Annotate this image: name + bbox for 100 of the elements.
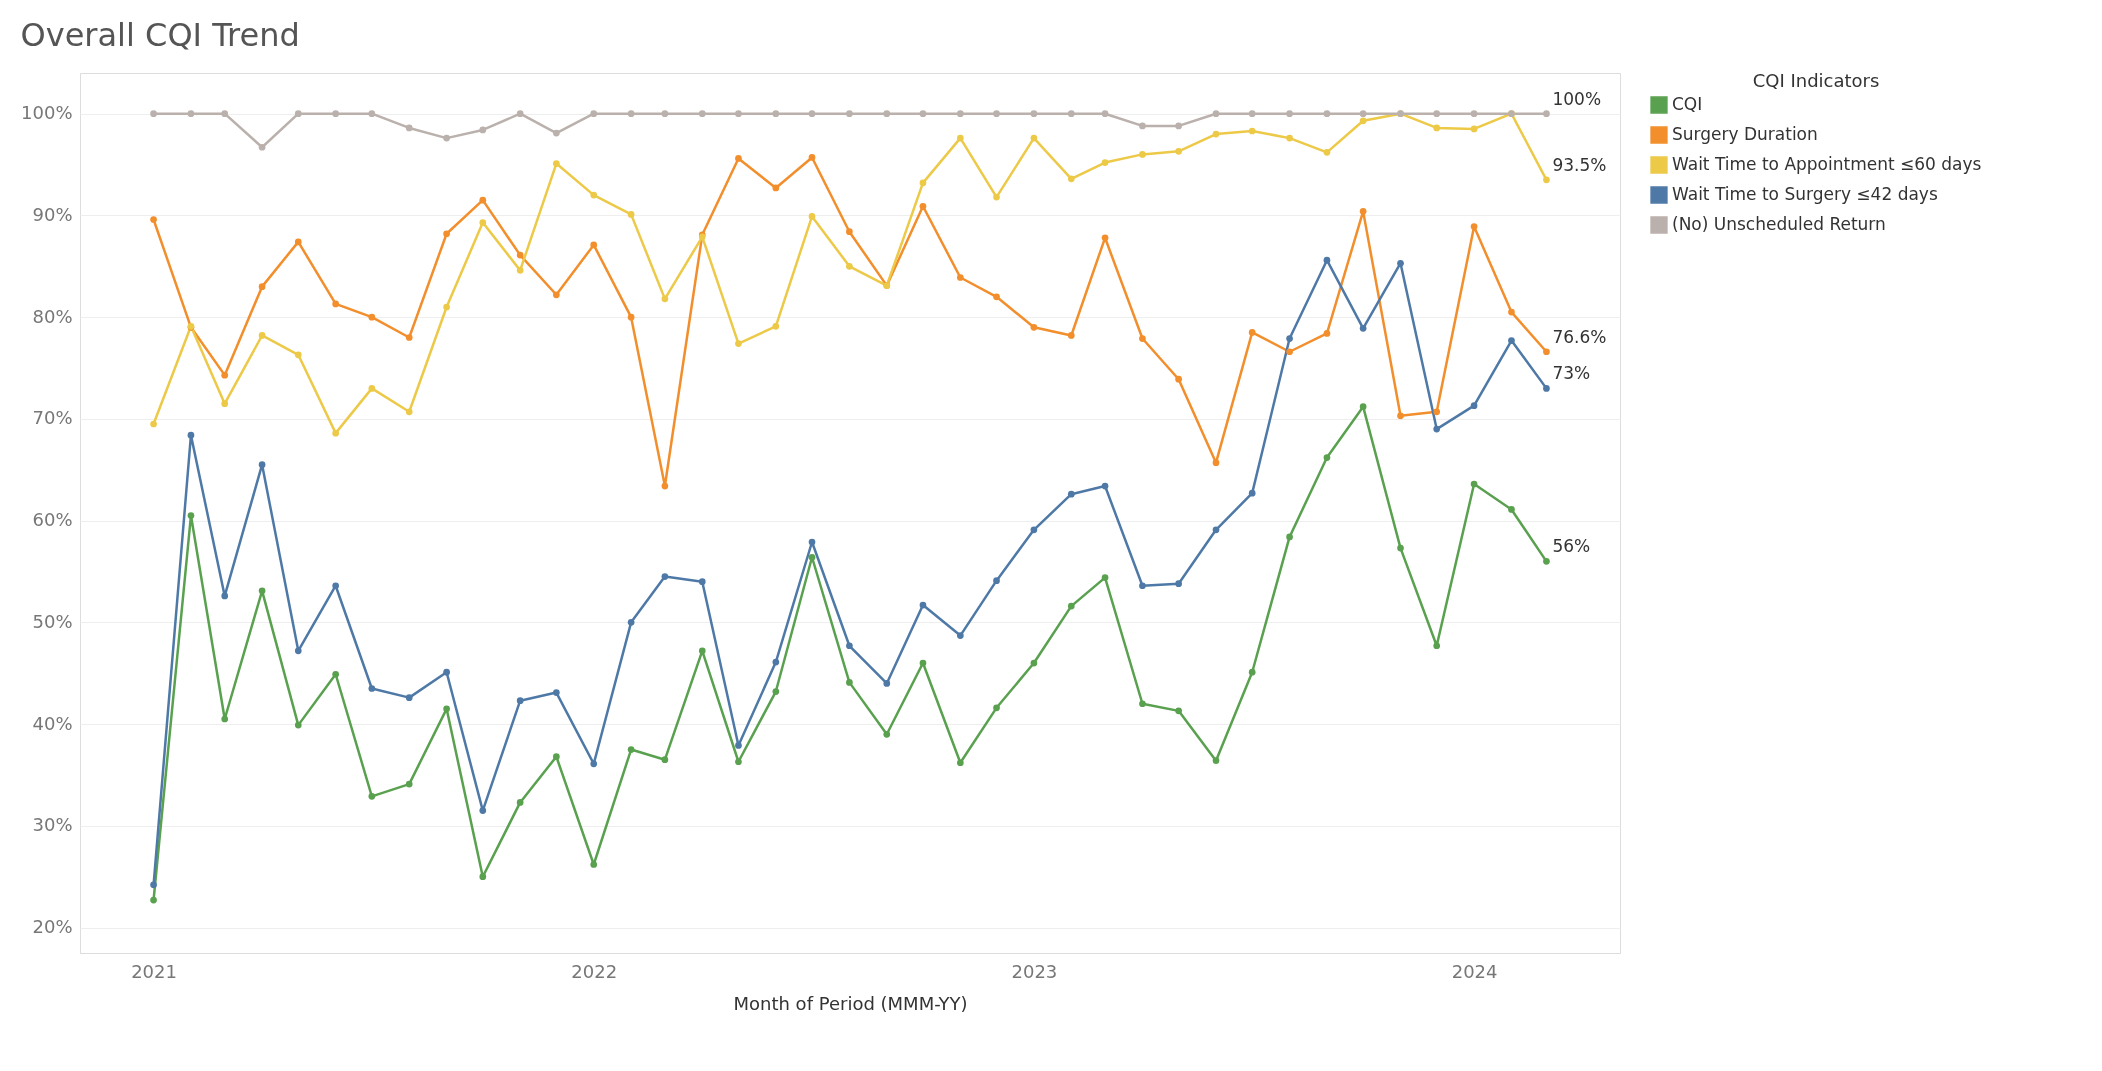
- point: [661, 482, 669, 490]
- point: [993, 110, 1000, 118]
- point: [1397, 412, 1404, 420]
- point: [294, 721, 302, 729]
- y-tick-label: 70%: [32, 407, 73, 429]
- point: [1470, 110, 1478, 118]
- x-axis-title: Month of Period (MMM-YY): [733, 992, 968, 1014]
- point: [846, 679, 853, 686]
- point: [443, 134, 450, 142]
- point: [1323, 149, 1331, 156]
- data-label: 73%: [1552, 363, 1591, 384]
- point: [1286, 335, 1293, 342]
- point: [1101, 159, 1109, 166]
- point: [479, 196, 487, 204]
- point: [1359, 117, 1367, 125]
- point: [405, 334, 413, 341]
- point: [1175, 147, 1182, 155]
- point: [258, 332, 266, 339]
- point: [1030, 659, 1038, 667]
- point: [627, 746, 635, 753]
- point: [808, 538, 816, 546]
- point: [808, 154, 816, 161]
- point: [1175, 580, 1182, 588]
- point: [590, 191, 598, 199]
- point: [1470, 480, 1478, 488]
- x-tick-label: 2022: [571, 960, 618, 982]
- point: [883, 730, 891, 738]
- point: [1470, 223, 1478, 230]
- point: [258, 143, 266, 151]
- legend-label: Wait Time to Surgery ≤42 days: [1672, 184, 1938, 204]
- point: [1359, 110, 1367, 118]
- chart-title: Overall CQI Trend: [20, 16, 300, 54]
- point: [1323, 256, 1331, 264]
- point: [919, 179, 927, 187]
- point: [1508, 337, 1515, 344]
- y-tick-label: 40%: [32, 712, 73, 734]
- point: [1030, 134, 1038, 142]
- point: [735, 742, 742, 749]
- x-tick-label: 2021: [131, 960, 177, 982]
- legend-label: CQI: [1672, 94, 1703, 114]
- point: [479, 219, 487, 226]
- point: [1067, 110, 1075, 118]
- point: [1212, 130, 1220, 138]
- point: [1248, 127, 1256, 135]
- point: [698, 578, 706, 586]
- point: [919, 202, 927, 210]
- point: [1397, 544, 1404, 552]
- point: [956, 134, 964, 142]
- point: [1543, 348, 1550, 356]
- point: [590, 760, 598, 768]
- data-label: 93.5%: [1552, 154, 1607, 175]
- point: [553, 753, 560, 760]
- point: [1323, 330, 1331, 337]
- point: [772, 110, 780, 118]
- point: [443, 705, 450, 713]
- y-tick-label: 80%: [32, 305, 73, 327]
- point: [993, 577, 1000, 584]
- point: [772, 184, 780, 192]
- point: [187, 431, 195, 439]
- point: [846, 110, 853, 118]
- data-label: 56%: [1552, 536, 1591, 557]
- point: [150, 216, 157, 223]
- point: [294, 110, 302, 118]
- point: [808, 553, 816, 561]
- point: [1359, 325, 1367, 332]
- point: [258, 587, 266, 595]
- point: [808, 110, 816, 118]
- point: [846, 228, 853, 236]
- point: [187, 110, 195, 118]
- point: [405, 408, 413, 416]
- point: [368, 685, 376, 692]
- legend-label: Wait Time to Appointment ≤60 days: [1672, 154, 1982, 174]
- point: [1543, 110, 1550, 118]
- point: [808, 213, 816, 220]
- point: [1433, 408, 1441, 416]
- legend-label: Surgery Duration: [1672, 124, 1818, 144]
- point: [1433, 110, 1441, 118]
- y-tick-label: 60%: [32, 509, 73, 531]
- point: [221, 715, 229, 723]
- point: [332, 300, 340, 308]
- point: [1543, 176, 1550, 184]
- point: [627, 619, 635, 626]
- point: [332, 670, 340, 678]
- point: [516, 799, 524, 806]
- point: [993, 704, 1000, 712]
- point: [258, 461, 266, 469]
- y-tick-label: 30%: [32, 814, 73, 836]
- point: [1175, 122, 1182, 130]
- point: [516, 110, 524, 118]
- point: [772, 688, 780, 695]
- point: [1248, 110, 1256, 118]
- point: [1433, 642, 1441, 650]
- point: [443, 230, 450, 238]
- point: [1139, 151, 1146, 158]
- point: [1323, 454, 1331, 461]
- point: [1248, 668, 1256, 676]
- point: [883, 110, 891, 118]
- point: [1139, 122, 1146, 130]
- point: [150, 881, 157, 889]
- point: [150, 110, 157, 118]
